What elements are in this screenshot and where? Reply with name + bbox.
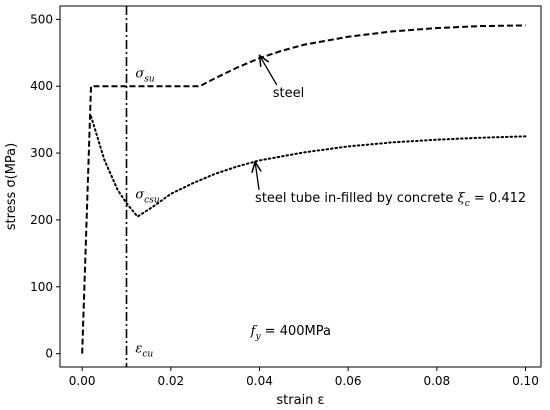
y-tick-label: 500	[30, 12, 53, 26]
y-tick-label: 100	[30, 280, 53, 294]
plot-area	[59, 5, 542, 368]
x-tick-label: 0.00	[69, 374, 96, 388]
series-line-steel	[81, 24, 526, 354]
y-axis-label: stress σ(MPa)	[4, 143, 19, 230]
annotation-fy: fy = 400MPa	[250, 324, 331, 342]
annotation-arrow	[255, 162, 259, 190]
annotation-arrow	[259, 55, 278, 86]
y-tick-label: 400	[30, 79, 53, 93]
annotation-concrete-label: steel tube in-filled by concrete ξc = 0.…	[255, 191, 526, 209]
annotation-sigma-csu: σcsu	[135, 188, 160, 206]
y-tick-label: 300	[30, 146, 53, 160]
x-axis-label: strain ε	[276, 393, 324, 408]
series-line-concrete-filled-tube	[90, 115, 527, 218]
x-tick-label: 0.10	[512, 374, 539, 388]
y-tick-label: 0	[45, 347, 53, 361]
axes-frame	[59, 5, 542, 368]
annotation-ecu: εcu	[135, 341, 153, 359]
x-tick-label: 0.08	[423, 374, 450, 388]
x-axis-ticks: 0.00 0.02 0.04 0.06 0.08 0.10	[69, 367, 539, 388]
y-axis-ticks: 0 100 200 300 400 500	[30, 12, 60, 361]
x-tick-label: 0.06	[335, 374, 362, 388]
x-tick-label: 0.02	[157, 374, 184, 388]
annotations: σsu σcsu εcu steel steel tube in-filled by c…	[135, 55, 526, 359]
annotation-steel-label: steel	[273, 86, 304, 101]
annotation-sigma-su: σsu	[135, 67, 154, 85]
x-tick-label: 0.04	[246, 374, 273, 388]
y-tick-label: 200	[30, 213, 53, 227]
